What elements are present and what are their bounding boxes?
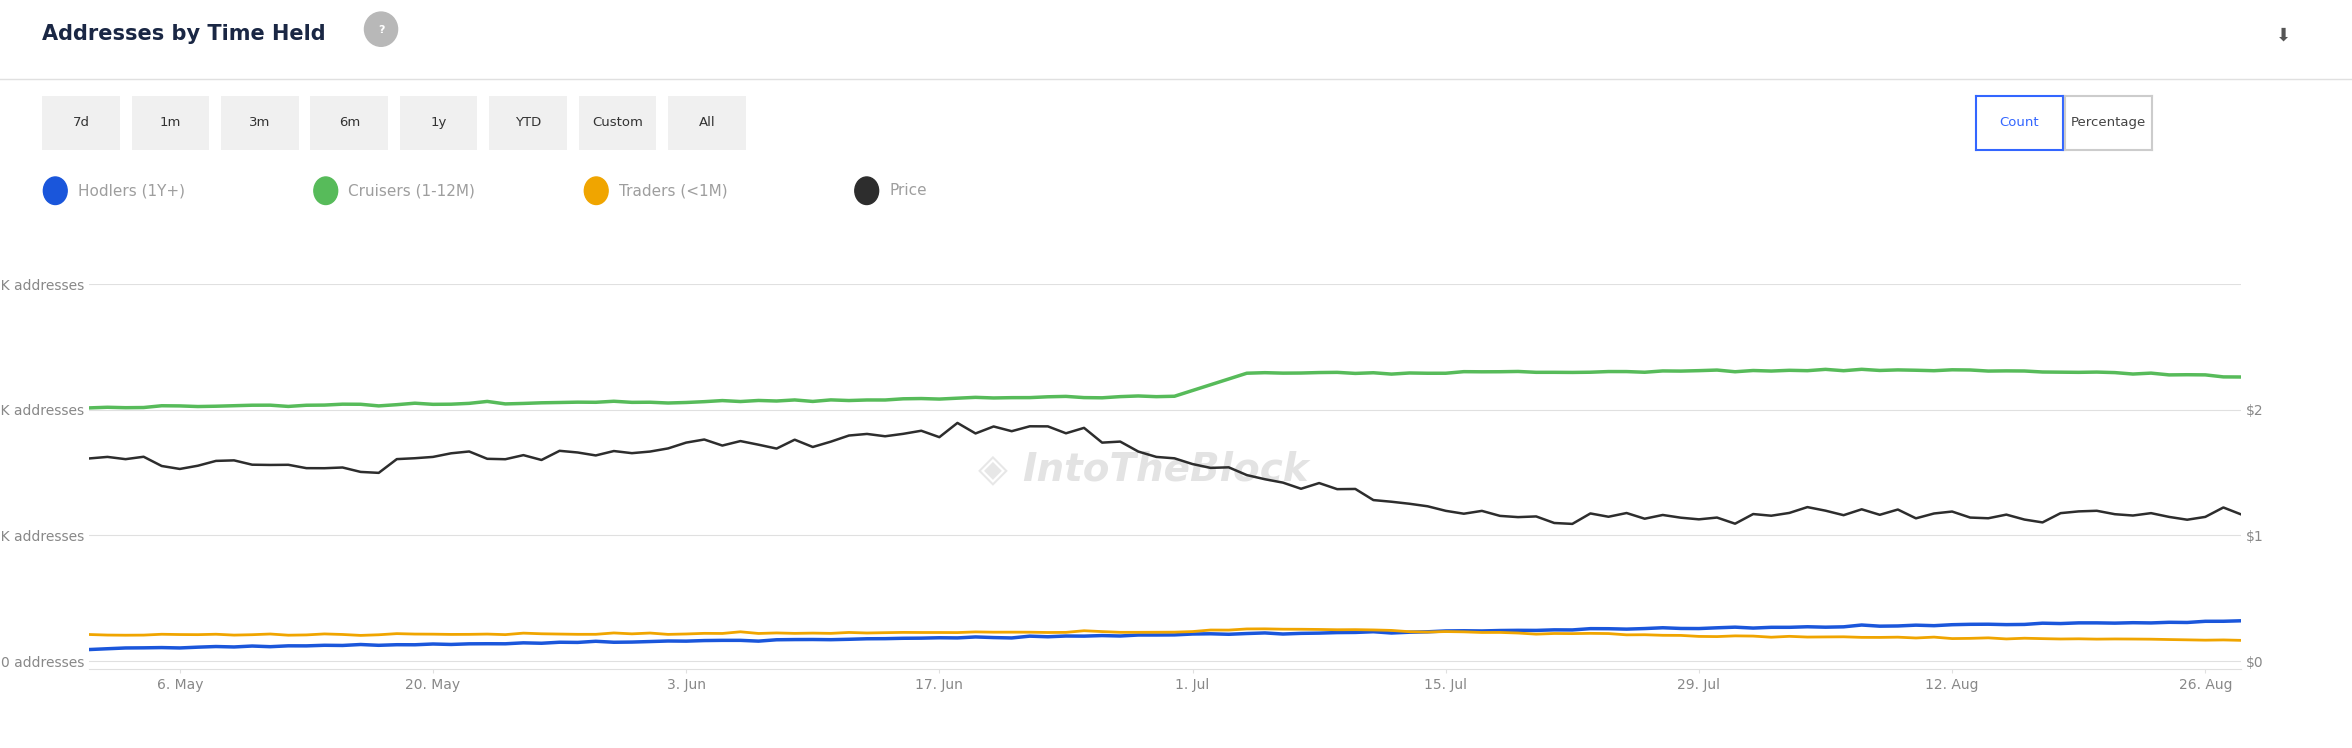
- Text: ?: ?: [379, 25, 383, 35]
- Text: Hodlers (1Y+): Hodlers (1Y+): [78, 183, 183, 198]
- Text: Count: Count: [1999, 116, 2039, 129]
- Text: 3m: 3m: [249, 116, 270, 129]
- Text: Price: Price: [889, 183, 927, 198]
- Text: YTD: YTD: [515, 116, 541, 129]
- Circle shape: [42, 177, 68, 204]
- Text: Cruisers (1-12M): Cruisers (1-12M): [348, 183, 475, 198]
- Text: Percentage: Percentage: [2072, 116, 2145, 129]
- Circle shape: [365, 12, 397, 46]
- Text: Custom: Custom: [593, 116, 642, 129]
- Circle shape: [313, 177, 339, 204]
- Circle shape: [583, 177, 609, 204]
- Text: ⬇: ⬇: [2277, 26, 2291, 44]
- Text: 6m: 6m: [339, 116, 360, 129]
- Text: Addresses by Time Held: Addresses by Time Held: [42, 24, 327, 44]
- Text: ◈: ◈: [978, 450, 1009, 488]
- Text: IntoTheBlock: IntoTheBlock: [1023, 450, 1308, 488]
- Text: 7d: 7d: [73, 116, 89, 129]
- Text: 1y: 1y: [430, 116, 447, 129]
- Text: Traders (<1M): Traders (<1M): [619, 183, 727, 198]
- Text: 1m: 1m: [160, 116, 181, 129]
- Circle shape: [854, 177, 880, 204]
- Text: All: All: [699, 116, 715, 129]
